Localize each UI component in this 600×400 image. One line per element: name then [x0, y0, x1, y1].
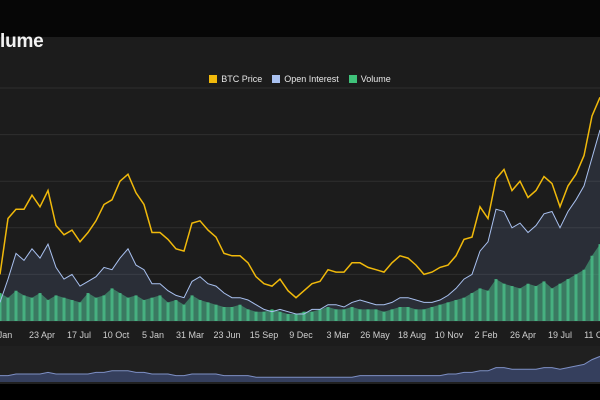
x-tick-label: 23 Jun [213, 330, 240, 340]
legend-item-open-interest[interactable]: Open Interest [272, 72, 339, 86]
x-tick-label: 10 Nov [435, 330, 464, 340]
x-tick-label: 2 Feb [474, 330, 497, 340]
x-tick-label: 23 Apr [29, 330, 55, 340]
x-tick-label: 18 Aug [398, 330, 426, 340]
x-tick-label: 26 May [360, 330, 390, 340]
legend-label-open-interest: Open Interest [284, 74, 339, 84]
chart-title: lume [0, 31, 44, 52]
legend-label-volume: Volume [360, 74, 391, 84]
legend-item-btc-price[interactable]: BTC Price [209, 72, 262, 86]
legend: BTC Price Open Interest Volume [0, 72, 600, 86]
legend-swatch-volume [348, 75, 357, 83]
x-tick-label: 26 Apr [510, 330, 536, 340]
x-tick-label: 11 Oct [584, 330, 600, 340]
navigator-footer [0, 384, 600, 400]
open-interest-area [0, 129, 600, 321]
x-tick-label: 31 Mar [176, 330, 204, 340]
x-tick-label: Jan [0, 330, 12, 340]
legend-swatch-open-interest [272, 75, 281, 83]
open-interest-line [0, 129, 600, 315]
chart-panel [0, 37, 600, 400]
x-axis-ticks: Jan 23 Apr 17 Jul 10 Oct 5 Jan 31 Mar 23 Jun 15… [0, 330, 600, 340]
x-tick-label: 10 Oct [103, 330, 130, 340]
legend-item-volume[interactable]: Volume [348, 72, 391, 86]
navigator-area [0, 356, 600, 382]
x-tick-label: 3 Mar [326, 330, 349, 340]
x-tick-label: 17 Jul [67, 330, 91, 340]
series-layer [0, 97, 600, 321]
x-tick-label: 5 Jan [142, 330, 164, 340]
x-tick-label: 19 Jul [548, 330, 572, 340]
legend-swatch-btc-price [209, 75, 218, 83]
x-tick-label: 15 Sep [250, 330, 279, 340]
top-bar [0, 0, 600, 37]
volume-area [0, 244, 600, 321]
navigator[interactable] [0, 346, 600, 400]
legend-label-btc-price: BTC Price [221, 74, 263, 84]
navigator-line [0, 355, 600, 378]
btc-price-line [0, 97, 600, 299]
x-tick-label: 9 Dec [289, 330, 313, 340]
